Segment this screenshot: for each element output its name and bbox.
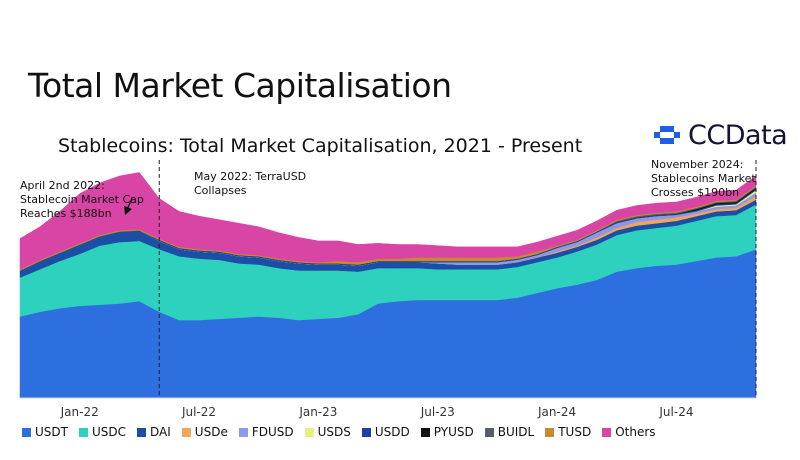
legend-label: USDC bbox=[91, 425, 127, 439]
legend-label: BUIDL bbox=[497, 425, 535, 439]
legend: USDT USDC DAI USDe FDUSD USDS USDD PYUSD BUIDL TU… bbox=[22, 425, 667, 439]
area-series-group bbox=[19, 172, 757, 399]
peak-annotation-arrow bbox=[124, 197, 133, 216]
legend-label: USDe bbox=[194, 425, 228, 439]
legend-swatch bbox=[22, 427, 31, 437]
legend-item-others: Others bbox=[602, 425, 656, 439]
x-tick-label: Jul-22 bbox=[181, 405, 216, 419]
x-tick-label: Jul-23 bbox=[420, 405, 455, 419]
legend-swatch bbox=[238, 427, 248, 437]
legend-item-usde: USDe bbox=[181, 425, 228, 439]
x-tick-label: Jan-23 bbox=[298, 405, 337, 419]
legend-swatch bbox=[181, 427, 191, 437]
ccdata-logo-icon bbox=[654, 125, 680, 144]
annotation-peak: April 2nd 2022: Stablecoin Market Cap Re… bbox=[20, 179, 144, 220]
x-axis-ticks: Jan-22 Jul-22 Jan-23 Jul-23 Jan-24 Jul-24 bbox=[60, 405, 694, 419]
legend-item-usdc: USDC bbox=[78, 425, 127, 439]
legend-swatch bbox=[545, 427, 555, 437]
legend-label: FDUSD bbox=[251, 425, 294, 439]
x-tick-label: Jan-24 bbox=[537, 405, 576, 419]
legend-label: USDS bbox=[317, 425, 351, 439]
legend-label: USDT bbox=[35, 425, 68, 439]
legend-swatch bbox=[78, 427, 88, 437]
ccdata-logo-text: CCData bbox=[688, 120, 788, 151]
legend-label: PYUSD bbox=[433, 425, 474, 439]
legend-swatch bbox=[304, 427, 314, 437]
legend-item-usdd: USDD bbox=[361, 425, 410, 439]
legend-swatch bbox=[361, 427, 371, 437]
page-title: Total Market Capitalisation bbox=[28, 66, 452, 105]
annotation-markers bbox=[124, 160, 757, 398]
ccdata-logo: CCData bbox=[652, 120, 788, 151]
legend-item-usds: USDS bbox=[304, 425, 351, 439]
legend-label: USDD bbox=[374, 425, 410, 439]
legend-swatch bbox=[420, 427, 430, 437]
legend-item-usdt: USDT bbox=[22, 425, 68, 439]
legend-item-dai: DAI bbox=[137, 425, 171, 439]
legend-item-fdusd: FDUSD bbox=[238, 425, 294, 439]
legend-item-buidl: BUIDL bbox=[484, 425, 535, 439]
x-tick-label: Jan-22 bbox=[60, 405, 99, 419]
legend-item-tusd: TUSD bbox=[545, 425, 591, 439]
x-tick-label: Jul-24 bbox=[658, 405, 693, 419]
annotation-nov-2024: November 2024: Stablecoins Market Crosse… bbox=[651, 158, 756, 199]
legend-label: DAI bbox=[150, 425, 171, 439]
legend-label: TUSD bbox=[558, 425, 592, 439]
chart-title: Stablecoins: Total Market Capitalisation… bbox=[58, 135, 583, 157]
legend-swatch bbox=[602, 427, 612, 437]
legend-swatch bbox=[137, 427, 147, 437]
legend-swatch bbox=[484, 427, 494, 437]
area-series-others bbox=[19, 172, 757, 270]
legend-label: Others bbox=[615, 425, 656, 439]
legend-item-pyusd: PYUSD bbox=[420, 425, 474, 439]
annotation-terra-collapse: May 2022: TerraUSD Collapses bbox=[194, 170, 307, 197]
